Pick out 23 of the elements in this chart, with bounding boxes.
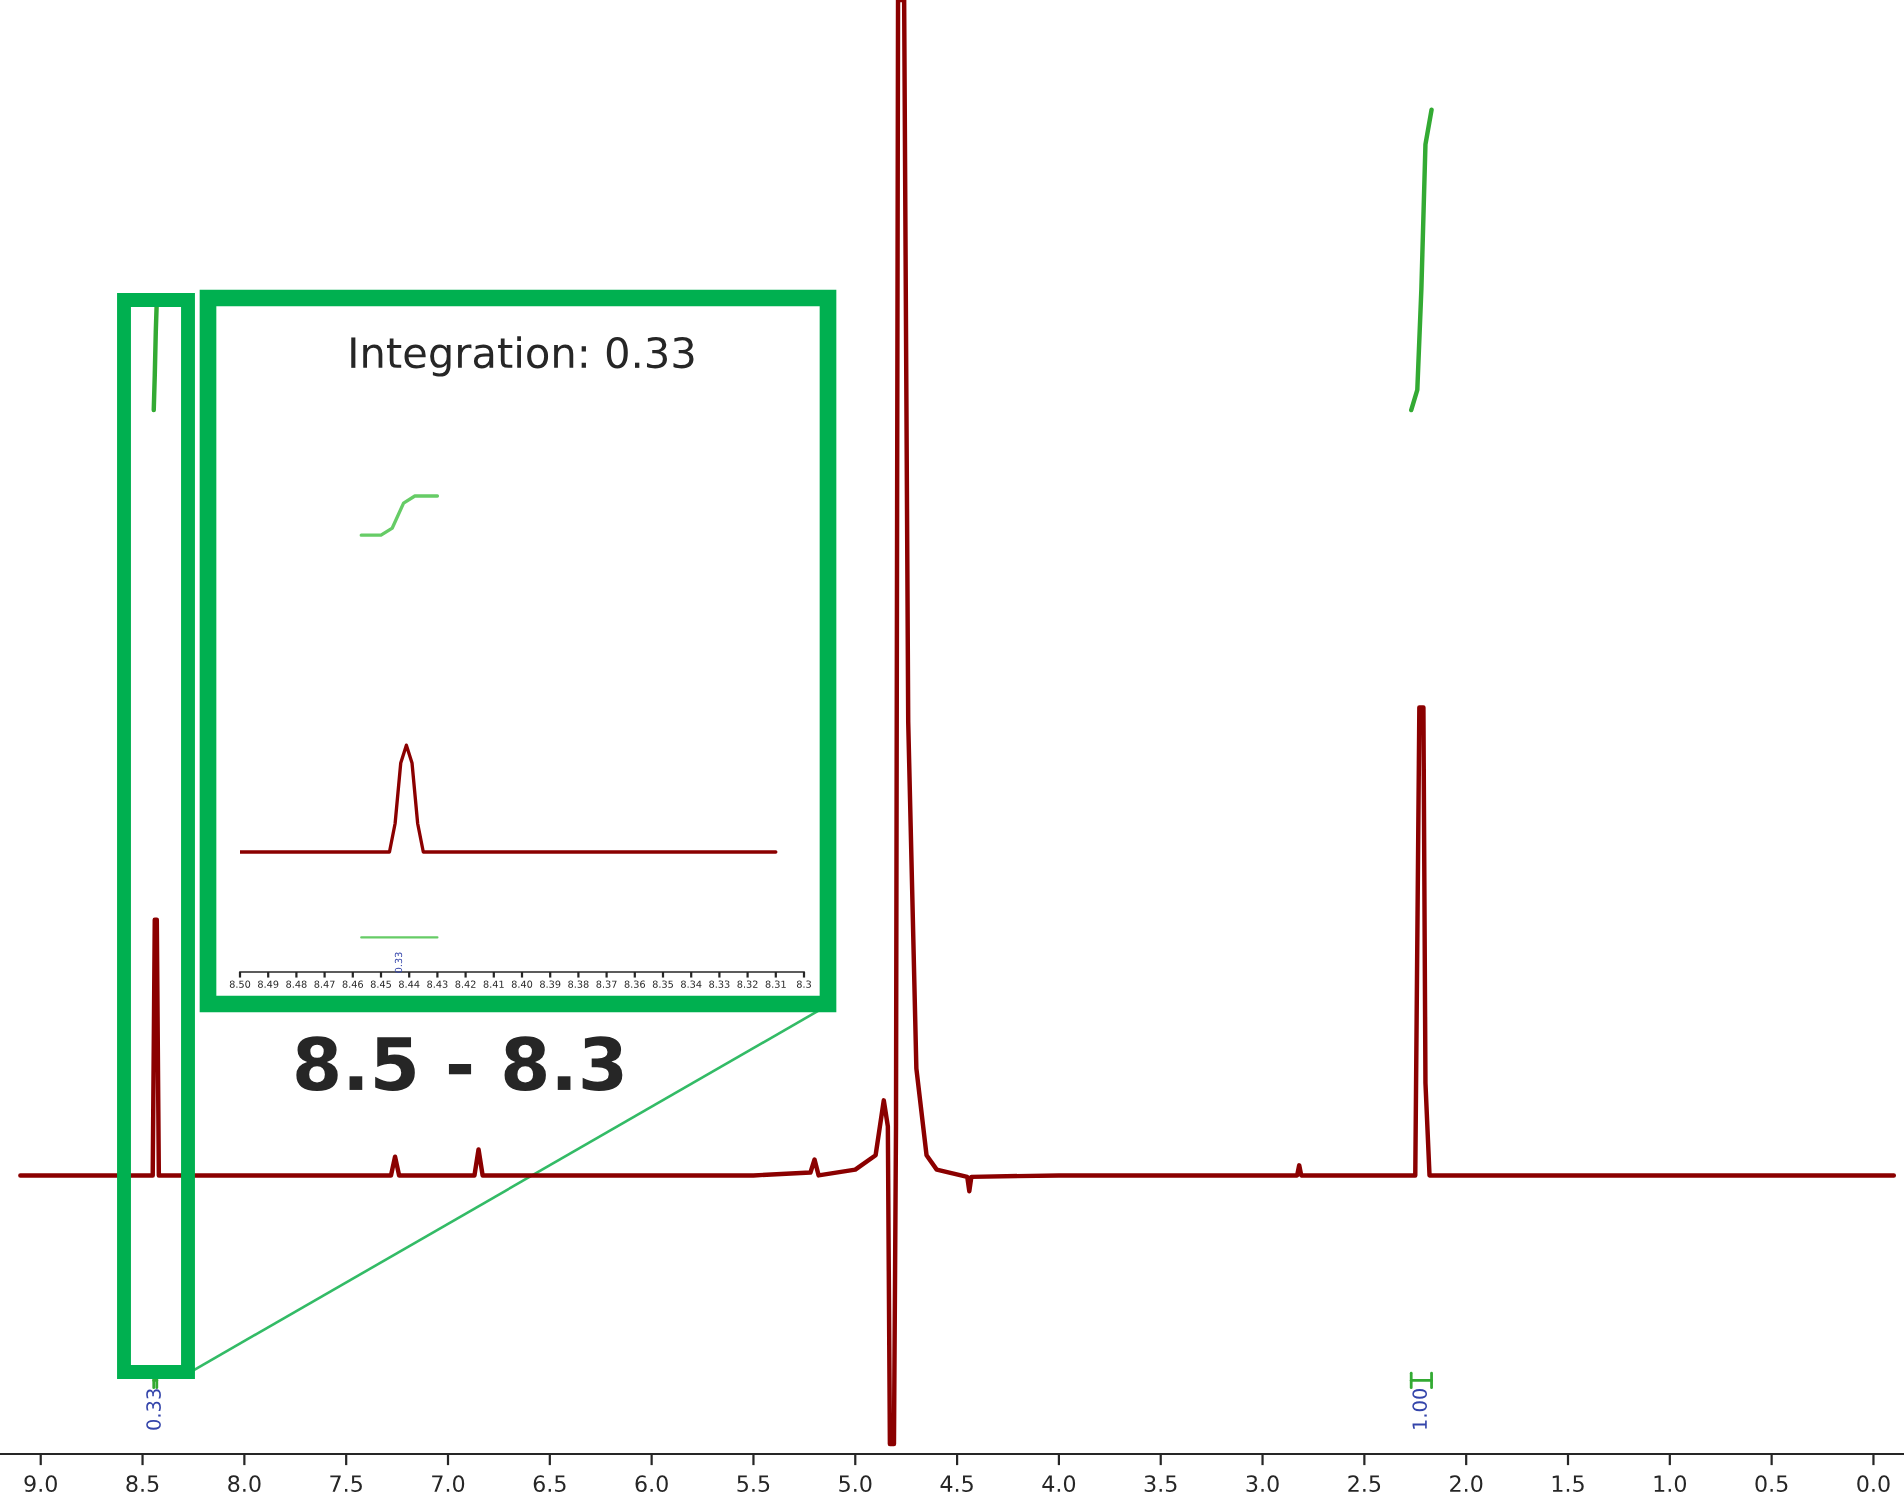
annotation: 8.5 - 8.3 (296, 1036, 623, 1091)
x-tick-label: 5.5 (737, 1475, 770, 1493)
x-tick-label: 7.5 (330, 1475, 362, 1493)
x-tick-label: 6.5 (533, 1475, 566, 1493)
x-tick-label: 8.5 (126, 1475, 159, 1493)
x-tick-label: 9.0 (24, 1475, 57, 1493)
x-tick-label: 2.0 (1450, 1475, 1483, 1493)
x-tick-label: 4.5 (940, 1475, 973, 1493)
x-tick-label: 0.5 (1755, 1475, 1788, 1493)
x-tick-label: 7.0 (432, 1475, 465, 1493)
x-tick-label: 6.0 (635, 1475, 668, 1493)
x-tick-label: 8.0 (228, 1475, 261, 1493)
x-tick-label: 4.0 (1042, 1475, 1076, 1493)
x-tick-label: 0.0 (1857, 1475, 1890, 1493)
annotation: 1.00 (1412, 1388, 1428, 1429)
chart-title: Integration: 0.33 (351, 336, 694, 377)
x-tick-label: 1.0 (1654, 1475, 1687, 1493)
x-tick-label: 3.0 (1246, 1475, 1279, 1493)
x-tick-label: 1.5 (1552, 1475, 1584, 1493)
x-tick-label: 3.5 (1144, 1475, 1177, 1493)
annotation: 0.33 (146, 1389, 161, 1430)
x-tick-label: 5.0 (839, 1475, 872, 1493)
x-tick-label: 2.5 (1348, 1475, 1381, 1493)
